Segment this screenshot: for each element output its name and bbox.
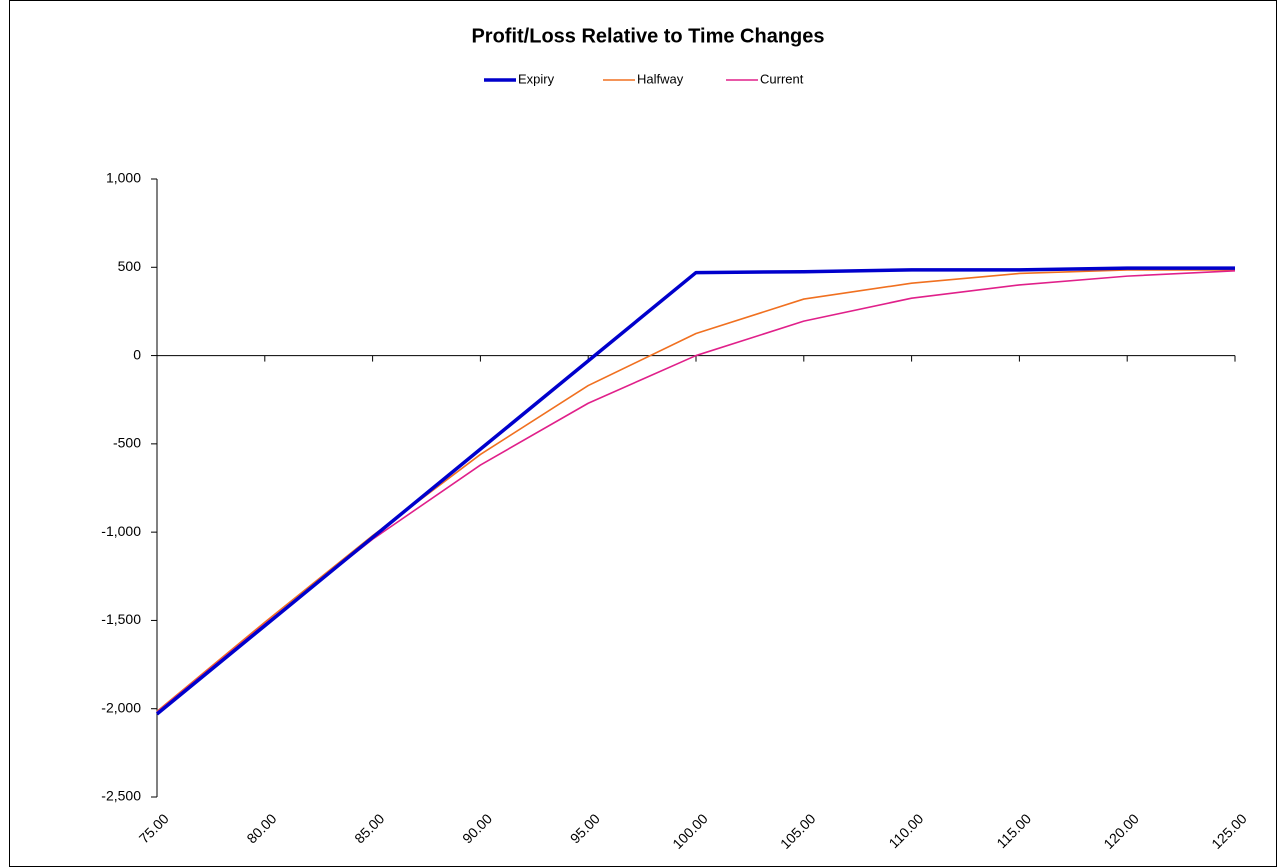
y-tick-label: 0	[133, 346, 141, 362]
y-tick-label: 1,000	[106, 170, 141, 186]
y-tick-label: -1,500	[101, 611, 141, 627]
legend-label: Halfway	[637, 71, 684, 86]
chart-title: Profit/Loss Relative to Time Changes	[471, 25, 824, 47]
series-line	[156, 269, 1235, 712]
chart-area	[9, 0, 1277, 867]
series-line	[155, 266, 1235, 716]
y-tick-label: -1,000	[101, 523, 141, 539]
y-tick-label: -2,000	[101, 699, 141, 715]
y-tick-label: 500	[118, 258, 142, 274]
legend-label: Expiry	[518, 71, 555, 86]
y-tick-label: -500	[113, 435, 141, 451]
legend-label: Current	[760, 71, 804, 86]
y-tick-label: -2,500	[101, 788, 141, 804]
